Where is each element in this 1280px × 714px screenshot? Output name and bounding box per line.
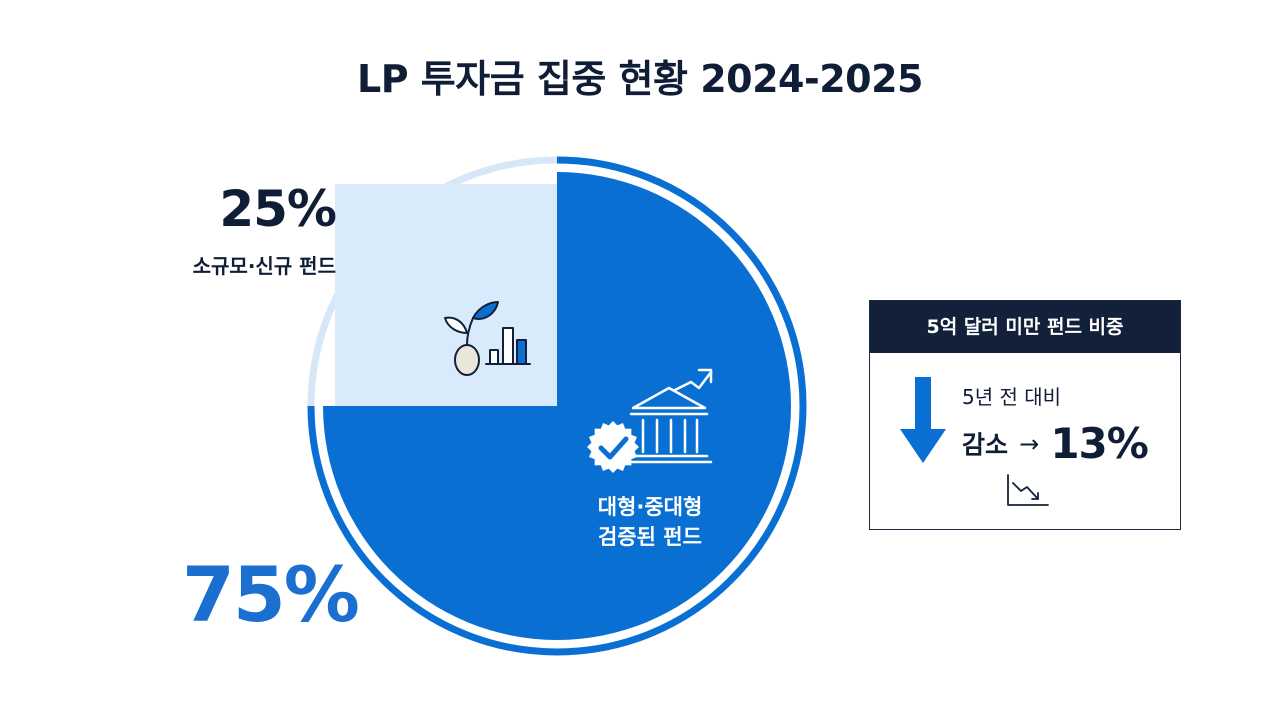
large-slice-label: 대형·중대형 검증된 펀드 bbox=[565, 492, 735, 552]
change-value: 13% bbox=[1050, 419, 1149, 468]
info-box-title: 5억 달러 미만 펀드 비중 bbox=[870, 301, 1180, 353]
small-slice-percent: 25% bbox=[219, 180, 337, 238]
trend-down-icon bbox=[1007, 474, 1049, 506]
sprout-chart-icon bbox=[444, 301, 531, 376]
pie-outer-ring-dark bbox=[307, 156, 807, 656]
bank-growth-icon bbox=[625, 368, 713, 464]
large-slice-percent: 75% bbox=[182, 550, 360, 639]
large-slice-label-line-1: 대형·중대형 bbox=[597, 495, 703, 519]
info-box: 5억 달러 미만 펀드 비중 5년 전 대비 감소 → 13% bbox=[869, 300, 1181, 530]
change-label: 감소 bbox=[962, 430, 1009, 460]
large-slice-label-line-2: 검증된 펀드 bbox=[598, 525, 702, 549]
small-slice-label: 소규모·신규 펀드 bbox=[192, 254, 336, 278]
right-arrow-text: → bbox=[1019, 429, 1040, 458]
down-arrow-icon bbox=[900, 377, 946, 463]
pie-slice-small bbox=[335, 184, 557, 406]
page-title: LP 투자금 집중 현황 2024-2025 bbox=[357, 57, 924, 101]
comparison-label: 5년 전 대비 bbox=[962, 385, 1062, 409]
change-row: 감소 → 13% bbox=[962, 419, 1149, 468]
check-badge-icon bbox=[587, 421, 639, 473]
